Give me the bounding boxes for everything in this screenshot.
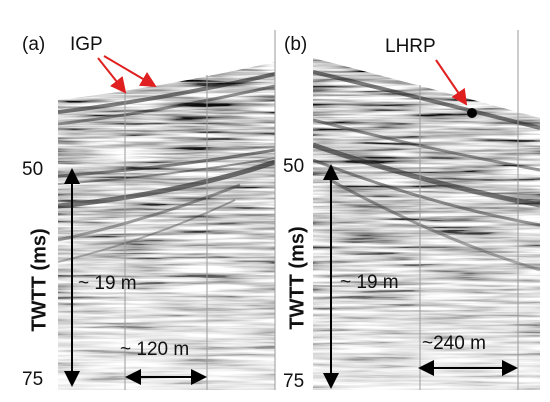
panel-tag: (a): [22, 34, 45, 55]
axis-label: TWTT (ms): [286, 226, 308, 329]
panel-tag: (b): [284, 34, 307, 55]
tick-label: 50: [22, 159, 43, 180]
width-label: ~240 m: [422, 333, 486, 354]
feature-arrow: [97, 57, 127, 94]
seismic-profile-b: [313, 58, 540, 390]
tick-label: 75: [283, 371, 304, 392]
depth-label: ~ 19 m: [78, 273, 137, 294]
tick-label: 50: [283, 156, 304, 177]
feature-label: IGP: [70, 34, 103, 55]
width-label: ~ 120 m: [120, 339, 189, 360]
seismic-profile-a: [58, 62, 275, 390]
tick-label: 75: [22, 369, 43, 390]
feature-arrow: [435, 59, 468, 106]
axis-label: TWTT (ms): [28, 228, 50, 331]
depth-label: ~ 19 m: [340, 272, 399, 293]
lhrp-marker: [467, 108, 477, 118]
feature-label: LHRP: [385, 36, 436, 57]
feature-arrow: [103, 55, 157, 88]
